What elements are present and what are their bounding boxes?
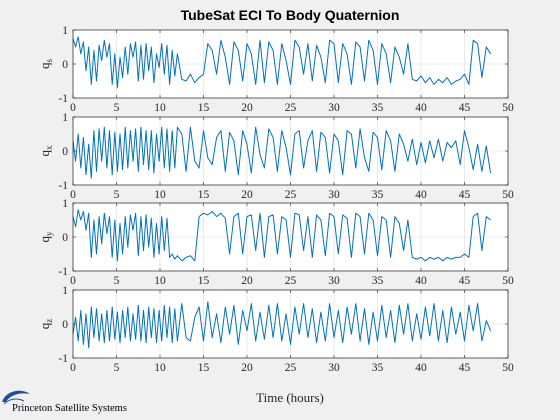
y-axis-label: qs [37, 59, 54, 70]
x-tick-label: 25 [285, 189, 297, 201]
y-tick-label: 0 [62, 232, 68, 244]
y-tick-label: 0 [62, 146, 68, 158]
x-tick-label: 20 [241, 102, 253, 114]
y-tick-label: -1 [58, 353, 68, 365]
x-tick-label: 35 [372, 275, 384, 287]
series-line [72, 209, 491, 262]
series-line [72, 301, 492, 349]
y-tick-label: 0 [62, 59, 68, 71]
series-line [72, 36, 492, 89]
series-line [72, 126, 492, 179]
x-tick-label: 30 [328, 102, 340, 114]
x-tick-label: 25 [285, 102, 297, 114]
x-tick-label: 40 [415, 275, 427, 287]
x-tick-label: 0 [70, 362, 76, 374]
x-tick-label: 10 [154, 275, 166, 287]
x-tick-label: 15 [198, 362, 210, 374]
x-tick-label: 50 [502, 362, 514, 374]
x-tick-label: 5 [114, 275, 120, 287]
x-axis-label: Time (hours) [256, 390, 324, 405]
x-tick-label: 10 [154, 362, 166, 374]
x-tick-label: 45 [459, 275, 471, 287]
x-tick-label: 15 [198, 275, 210, 287]
x-tick-label: 25 [285, 362, 297, 374]
x-tick-label: 45 [459, 189, 471, 201]
y-tick-label: 0 [62, 319, 68, 331]
x-tick-label: 10 [154, 102, 166, 114]
y-tick-label: 1 [62, 25, 68, 37]
x-tick-label: 5 [114, 189, 120, 201]
y-axis-label: qx [37, 145, 54, 157]
company-logo-text: Princeton Satellite Systems [12, 403, 127, 414]
y-tick-label: -1 [58, 266, 68, 278]
y-tick-label: -1 [58, 93, 68, 105]
x-tick-label: 30 [328, 362, 340, 374]
y-tick-label: 1 [62, 285, 68, 297]
x-tick-label: 0 [70, 102, 76, 114]
x-tick-label: 5 [114, 362, 120, 374]
x-tick-label: 20 [241, 275, 253, 287]
x-tick-label: 40 [415, 362, 427, 374]
x-tick-label: 15 [198, 189, 210, 201]
y-axis-label: qy [37, 231, 54, 243]
y-tick-label: 1 [62, 198, 68, 210]
x-tick-label: 0 [70, 275, 76, 287]
x-tick-label: 35 [372, 102, 384, 114]
x-tick-label: 20 [241, 189, 253, 201]
x-tick-label: 50 [502, 189, 514, 201]
y-tick-label: -1 [58, 180, 68, 192]
x-tick-label: 30 [328, 189, 340, 201]
x-tick-label: 5 [114, 102, 120, 114]
x-tick-label: 15 [198, 102, 210, 114]
x-tick-label: 40 [415, 102, 427, 114]
swoosh-logo-icon [2, 390, 30, 402]
x-tick-label: 40 [415, 189, 427, 201]
x-tick-label: 50 [502, 102, 514, 114]
x-tick-label: 45 [459, 102, 471, 114]
y-tick-label: 1 [62, 112, 68, 124]
y-axis-label: qz [37, 319, 54, 330]
x-tick-label: 35 [372, 362, 384, 374]
company-logo: Princeton Satellite Systems [2, 390, 127, 414]
x-tick-label: 20 [241, 362, 253, 374]
x-tick-label: 25 [285, 275, 297, 287]
x-tick-label: 35 [372, 189, 384, 201]
x-tick-label: 10 [154, 189, 166, 201]
x-tick-label: 45 [459, 362, 471, 374]
swoosh-accent-icon [3, 398, 25, 405]
x-tick-label: 0 [70, 189, 76, 201]
figure-title: TubeSat ECI To Body Quaternion [181, 7, 400, 23]
x-tick-label: 50 [502, 275, 514, 287]
x-tick-label: 30 [328, 275, 340, 287]
